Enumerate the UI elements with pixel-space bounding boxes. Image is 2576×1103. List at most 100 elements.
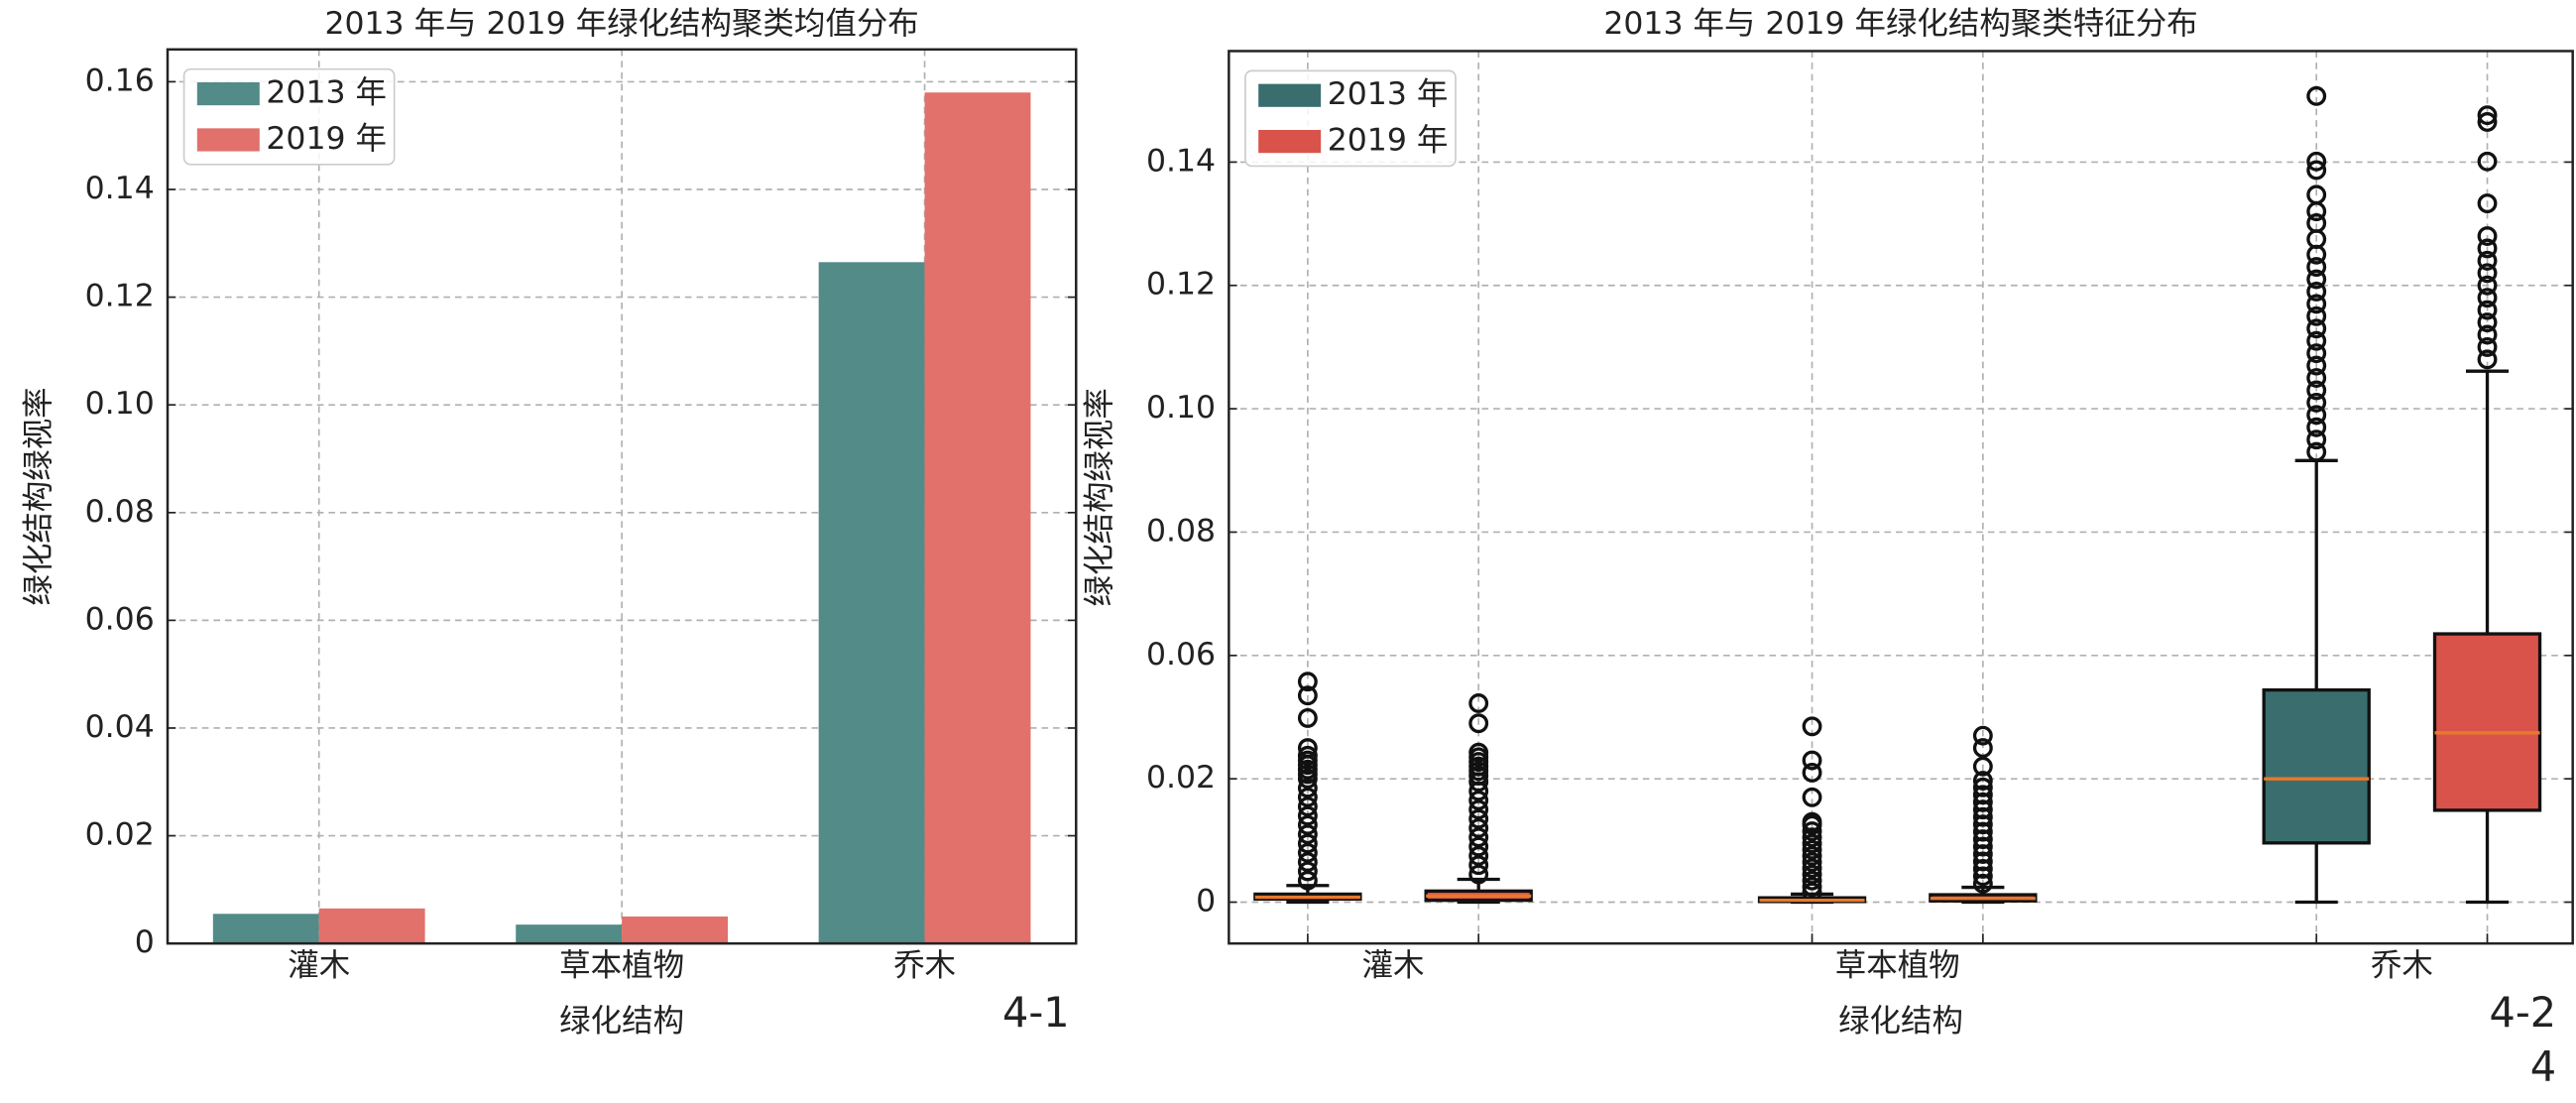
y-tick-label: 0.06	[85, 601, 155, 637]
flier	[2477, 105, 2498, 126]
y-tick-label: 0.16	[85, 62, 155, 98]
y-tick-label: 0	[135, 924, 155, 960]
flier	[2306, 343, 2327, 364]
flier	[1802, 845, 1822, 866]
flier	[1468, 817, 1489, 838]
legend-label: 2019 年	[266, 121, 387, 157]
box	[2432, 632, 2542, 812]
legend-swatch	[1258, 83, 1322, 107]
flier	[1468, 836, 1489, 857]
plot-frame	[166, 48, 1078, 945]
flier	[1297, 824, 1318, 845]
flier	[1802, 870, 1822, 891]
flier	[1297, 852, 1318, 873]
box	[2262, 687, 2371, 845]
flier	[1297, 814, 1318, 835]
x-tick-label: 乔木	[893, 947, 956, 983]
flier	[2477, 193, 2498, 213]
flier	[1972, 777, 1993, 797]
flier	[1468, 742, 1489, 763]
x-tick-label: 乔木	[2371, 947, 2433, 983]
flier	[2306, 380, 2327, 401]
y-tick-label: 0.14	[85, 171, 155, 206]
flier	[2306, 306, 2327, 326]
legend-swatch	[196, 128, 260, 152]
plot-frame	[1228, 50, 2574, 945]
flier	[1972, 785, 1993, 805]
flier	[1468, 799, 1489, 820]
y-tick-label: 0.02	[1146, 760, 1216, 796]
flier	[2477, 288, 2498, 308]
x-tick-label: 草本植物	[559, 947, 684, 983]
flier	[1972, 771, 1993, 791]
flier	[1297, 787, 1318, 807]
flier	[1802, 858, 1822, 879]
y-tick-label: 0.06	[1146, 637, 1216, 673]
flier	[1297, 833, 1318, 854]
flier	[2306, 257, 2327, 278]
flier	[2477, 263, 2498, 284]
flier	[1297, 707, 1318, 728]
flier	[2477, 226, 2498, 246]
flier	[1802, 762, 1822, 783]
flier	[1802, 839, 1822, 860]
flier	[1802, 833, 1822, 854]
y-tick-label: 0.10	[1146, 390, 1216, 426]
y-axis-label: 绿化结构绿视率	[1082, 388, 1117, 606]
flier	[2477, 336, 2498, 357]
y-tick-label: 0.08	[85, 494, 155, 530]
flier	[1297, 842, 1318, 863]
flier	[2306, 160, 2327, 181]
flier	[2306, 355, 2327, 376]
flier	[2306, 184, 2327, 205]
flier	[1297, 685, 1318, 706]
bar	[318, 908, 425, 944]
flier	[1468, 693, 1489, 713]
flier	[2306, 269, 2327, 290]
y-tick-label: 0.14	[1146, 143, 1216, 179]
flier	[1468, 790, 1489, 810]
legend-label: 2019 年	[1328, 123, 1449, 159]
y-tick-label: 0.10	[85, 386, 155, 422]
flier	[2477, 312, 2498, 332]
y-tick-label: 0.08	[1146, 513, 1216, 549]
flier	[1802, 821, 1822, 841]
flier	[2306, 405, 2327, 426]
y-tick-label: 0.12	[1146, 267, 1216, 303]
flier	[2477, 300, 2498, 320]
annotation: 4-1	[1002, 989, 1070, 1037]
chart-title: 2013 年与 2019 年绿化结构聚类特征分布	[1603, 6, 2197, 42]
x-tick-label: 灌木	[288, 947, 350, 983]
y-tick-label: 0.04	[85, 709, 155, 745]
legend-label: 2013 年	[1328, 76, 1449, 112]
annotation: 4	[2530, 1043, 2556, 1091]
flier	[2306, 429, 2327, 450]
flier	[1802, 750, 1822, 771]
flier	[2306, 85, 2327, 106]
flier	[2477, 324, 2498, 345]
flier	[2306, 417, 2327, 437]
flier	[1468, 864, 1489, 885]
flier	[1972, 725, 1993, 746]
flier	[2477, 275, 2498, 296]
x-axis-label: 绿化结构	[559, 1004, 684, 1040]
flier	[2477, 349, 2498, 370]
flier	[2477, 250, 2498, 271]
y-tick-label: 0	[1196, 884, 1216, 919]
flier	[1468, 713, 1489, 734]
bar	[818, 262, 925, 944]
x-tick-label: 草本植物	[1835, 947, 1960, 983]
flier	[1468, 827, 1489, 848]
flier	[2306, 151, 2327, 172]
flier	[1297, 738, 1318, 759]
flier	[1297, 672, 1318, 692]
y-axis-label: 绿化结构绿视率	[21, 387, 57, 605]
flier	[2477, 238, 2498, 259]
y-tick-label: 0.02	[85, 817, 155, 853]
flier	[1297, 778, 1318, 798]
flier	[1972, 756, 1993, 777]
bar	[516, 924, 623, 944]
flier	[2306, 368, 2327, 388]
